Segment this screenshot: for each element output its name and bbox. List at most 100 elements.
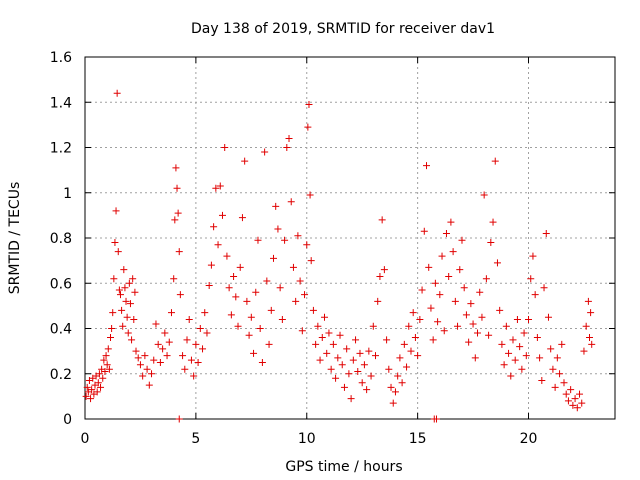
data-point bbox=[274, 225, 282, 233]
y-tick-label: 0.6 bbox=[50, 276, 72, 292]
data-point bbox=[449, 248, 457, 256]
data-point bbox=[227, 311, 235, 319]
data-point bbox=[316, 356, 324, 364]
data-point bbox=[112, 207, 120, 215]
data-point bbox=[425, 263, 433, 271]
data-point bbox=[476, 288, 484, 296]
data-point bbox=[540, 284, 548, 292]
data-point bbox=[205, 282, 213, 290]
data-point bbox=[531, 291, 539, 299]
data-point bbox=[181, 365, 189, 373]
data-point bbox=[516, 343, 524, 351]
data-point bbox=[212, 184, 220, 192]
data-point bbox=[538, 377, 546, 385]
data-point bbox=[356, 349, 364, 357]
data-point bbox=[547, 345, 555, 353]
data-point bbox=[400, 340, 408, 348]
y-tick-label: 0 bbox=[63, 412, 72, 428]
data-point bbox=[587, 309, 595, 317]
data-point bbox=[454, 322, 462, 330]
data-point bbox=[347, 395, 355, 403]
data-point bbox=[283, 144, 291, 151]
data-point bbox=[520, 329, 528, 337]
data-point bbox=[440, 327, 448, 335]
data-point bbox=[167, 309, 175, 317]
data-point bbox=[387, 383, 395, 391]
x-tick-label: 10 bbox=[298, 431, 316, 447]
data-point bbox=[254, 236, 262, 244]
data-point bbox=[123, 313, 131, 321]
data-point bbox=[245, 331, 253, 339]
data-point bbox=[338, 361, 346, 369]
data-point bbox=[143, 365, 151, 373]
data-point bbox=[119, 322, 127, 330]
data-point bbox=[363, 386, 371, 394]
data-point bbox=[414, 352, 422, 360]
data-point bbox=[343, 345, 351, 353]
y-tick-label: 1.6 bbox=[50, 50, 72, 66]
data-point bbox=[247, 313, 255, 321]
data-point bbox=[301, 291, 309, 299]
data-point bbox=[281, 236, 289, 244]
data-point bbox=[139, 372, 147, 380]
data-point bbox=[436, 291, 444, 299]
data-point bbox=[374, 297, 382, 305]
data-point bbox=[416, 315, 424, 323]
data-point bbox=[174, 209, 182, 217]
data-point bbox=[116, 291, 124, 299]
data-point bbox=[103, 361, 111, 369]
x-tick-label: 0 bbox=[81, 431, 90, 447]
data-point bbox=[429, 336, 437, 344]
data-point bbox=[318, 334, 326, 342]
data-point bbox=[289, 263, 297, 271]
data-point bbox=[569, 401, 577, 409]
data-point bbox=[128, 336, 136, 344]
data-point bbox=[261, 148, 269, 156]
data-point bbox=[332, 374, 340, 382]
data-point bbox=[107, 334, 115, 342]
data-point bbox=[196, 325, 204, 332]
data-point bbox=[265, 340, 273, 348]
data-point bbox=[573, 404, 581, 412]
data-point bbox=[345, 370, 353, 378]
data-point bbox=[471, 354, 479, 362]
data-point bbox=[309, 306, 317, 314]
data-point bbox=[558, 340, 566, 348]
data-point bbox=[303, 241, 311, 249]
data-point bbox=[427, 304, 435, 312]
y-tick-label: 1.4 bbox=[50, 95, 72, 111]
data-point bbox=[82, 392, 90, 400]
data-point bbox=[179, 352, 187, 360]
data-point bbox=[474, 329, 482, 337]
data-point bbox=[312, 340, 320, 348]
data-point bbox=[207, 261, 215, 269]
data-point bbox=[203, 329, 211, 337]
y-tick-label: 0.4 bbox=[50, 322, 72, 338]
data-point bbox=[120, 266, 128, 274]
data-point bbox=[549, 365, 557, 373]
data-point bbox=[97, 383, 105, 391]
data-point bbox=[152, 320, 160, 328]
data-point bbox=[584, 297, 592, 305]
data-point bbox=[305, 101, 313, 109]
data-point bbox=[175, 248, 183, 256]
data-point bbox=[527, 275, 535, 283]
data-point bbox=[154, 340, 162, 348]
data-point bbox=[243, 297, 251, 305]
data-point bbox=[125, 279, 133, 287]
data-point bbox=[372, 352, 380, 360]
data-point bbox=[307, 257, 315, 265]
data-point bbox=[553, 354, 561, 362]
data-point bbox=[325, 329, 333, 337]
grid-layer bbox=[85, 57, 615, 419]
data-point bbox=[354, 367, 362, 375]
data-point bbox=[420, 227, 428, 235]
data-point bbox=[111, 239, 119, 247]
data-point bbox=[458, 236, 466, 244]
data-point bbox=[118, 306, 126, 314]
data-point bbox=[403, 363, 411, 371]
data-point bbox=[460, 284, 468, 292]
data-point bbox=[533, 334, 541, 342]
data-point bbox=[509, 336, 517, 344]
data-point bbox=[442, 229, 450, 237]
